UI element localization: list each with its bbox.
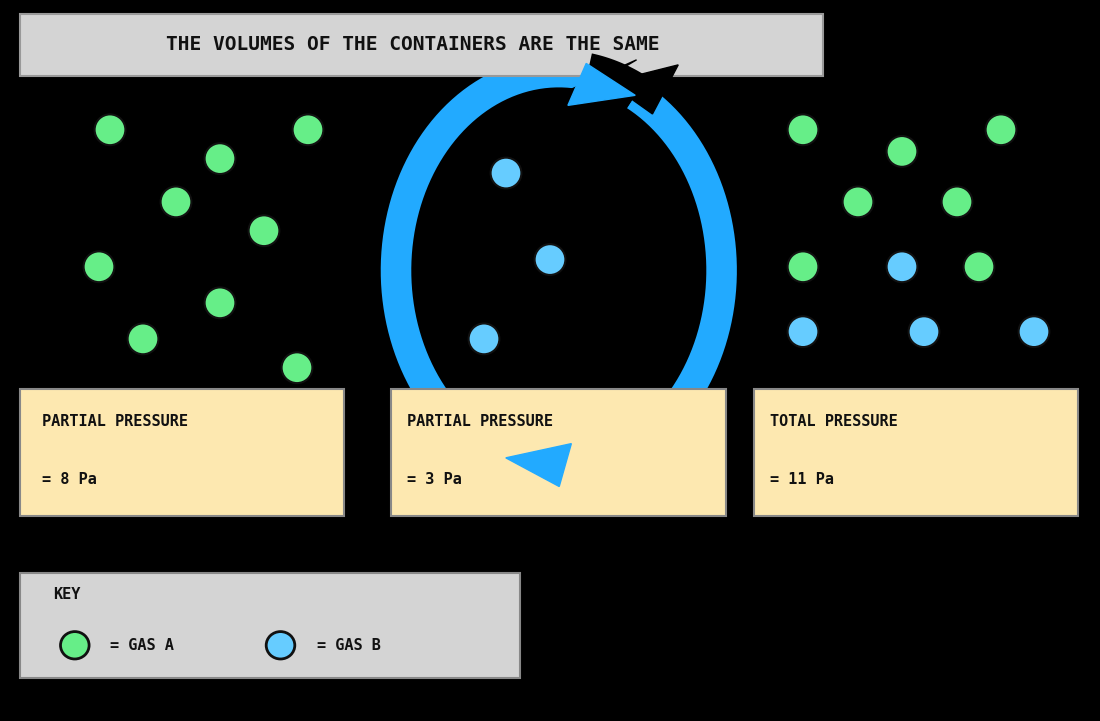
Polygon shape xyxy=(546,60,679,114)
Ellipse shape xyxy=(293,115,323,145)
Polygon shape xyxy=(506,443,571,487)
FancyBboxPatch shape xyxy=(754,389,1078,516)
Ellipse shape xyxy=(205,143,235,174)
Ellipse shape xyxy=(942,187,972,217)
FancyBboxPatch shape xyxy=(20,14,823,76)
Text: = 8 Pa: = 8 Pa xyxy=(42,472,97,487)
Polygon shape xyxy=(439,427,572,481)
Polygon shape xyxy=(568,63,635,105)
FancyBboxPatch shape xyxy=(20,389,344,516)
FancyBboxPatch shape xyxy=(390,389,726,516)
Ellipse shape xyxy=(161,187,191,217)
Ellipse shape xyxy=(266,632,295,659)
Ellipse shape xyxy=(986,115,1016,145)
Ellipse shape xyxy=(128,324,158,354)
Text: = GAS A: = GAS A xyxy=(110,638,174,653)
Ellipse shape xyxy=(205,288,235,318)
Ellipse shape xyxy=(909,317,939,347)
Ellipse shape xyxy=(95,115,125,145)
Ellipse shape xyxy=(964,252,994,282)
Ellipse shape xyxy=(887,136,917,167)
Text: KEY: KEY xyxy=(53,588,80,602)
Text: = GAS B: = GAS B xyxy=(317,638,381,653)
Ellipse shape xyxy=(282,353,312,383)
Ellipse shape xyxy=(788,317,818,347)
Ellipse shape xyxy=(887,252,917,282)
Text: = 11 Pa: = 11 Pa xyxy=(770,472,834,487)
Text: THE VOLUMES OF THE CONTAINERS ARE THE SAME: THE VOLUMES OF THE CONTAINERS ARE THE SA… xyxy=(166,35,659,54)
Ellipse shape xyxy=(843,187,873,217)
Ellipse shape xyxy=(491,158,521,188)
Text: PARTIAL PRESSURE: PARTIAL PRESSURE xyxy=(42,415,188,429)
Ellipse shape xyxy=(249,216,279,246)
Ellipse shape xyxy=(84,252,114,282)
Text: TOTAL PRESSURE: TOTAL PRESSURE xyxy=(770,415,898,429)
Ellipse shape xyxy=(1019,317,1049,347)
Ellipse shape xyxy=(60,632,89,659)
Ellipse shape xyxy=(535,244,565,275)
Ellipse shape xyxy=(469,324,499,354)
Ellipse shape xyxy=(788,115,818,145)
Text: = 3 Pa: = 3 Pa xyxy=(407,472,462,487)
Text: PARTIAL PRESSURE: PARTIAL PRESSURE xyxy=(407,415,553,429)
FancyBboxPatch shape xyxy=(20,573,520,678)
Ellipse shape xyxy=(788,252,818,282)
